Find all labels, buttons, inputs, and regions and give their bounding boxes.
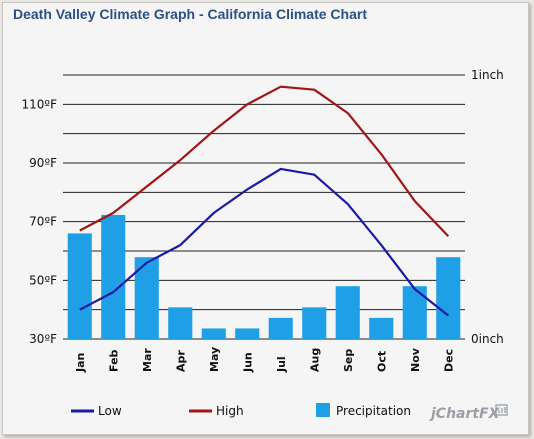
x-axis-tick-label: May	[208, 347, 221, 372]
right-axis-tick-label: 0inch	[471, 332, 504, 346]
x-axis-tick-label: Nov	[409, 347, 422, 372]
jchartfx-logo-icon	[495, 404, 508, 416]
precipitation-bar	[369, 317, 394, 339]
precipitation-bar	[268, 317, 293, 339]
x-axis-tick-label: Aug	[308, 348, 321, 372]
jchartfx-logo: jChartFX	[429, 406, 501, 422]
precipitation-bar	[335, 286, 360, 339]
x-axis-tick-label: Jul	[275, 356, 288, 373]
legend-label: High	[216, 404, 244, 418]
precipitation-bar	[201, 328, 226, 339]
x-axis-tick-label: Feb	[107, 349, 120, 372]
chart-title: Death Valley Climate Graph - California …	[13, 6, 367, 22]
precipitation-bar	[436, 257, 461, 339]
legend-label: Precipitation	[336, 404, 411, 418]
left-axis-tick-label: 30ºF	[29, 332, 57, 346]
x-axis-tick-label: Oct	[375, 351, 388, 372]
precipitation-bar	[402, 286, 427, 339]
precipitation-bar	[101, 214, 126, 339]
left-axis-tick-label: 70ºF	[29, 215, 57, 229]
left-axis-tick-label: 50ºF	[29, 273, 57, 287]
precipitation-bar	[168, 307, 193, 339]
precipitation-bar	[235, 328, 260, 339]
high-temperature-line	[79, 85, 450, 238]
left-axis-tick-label: 90ºF	[29, 156, 57, 170]
x-axis-tick-label: Dec	[442, 349, 455, 372]
chart-frame	[2, 2, 529, 435]
x-axis-tick-label: Mar	[141, 348, 154, 372]
right-axis-tick-label: 1inch	[471, 68, 504, 82]
legend-label: Low	[98, 404, 122, 418]
low-temperature-line	[79, 167, 449, 317]
legend-swatch-precipitation	[316, 403, 330, 417]
left-axis-tick-label: 110ºF	[22, 97, 58, 111]
x-axis-tick-label: Apr	[174, 350, 187, 372]
x-axis-tick-label: Jun	[241, 352, 254, 373]
precipitation-bar	[302, 307, 327, 339]
x-axis-tick-label: Sep	[342, 349, 355, 372]
x-axis-tick-label: Jan	[74, 353, 87, 373]
precipitation-bar	[67, 233, 92, 339]
